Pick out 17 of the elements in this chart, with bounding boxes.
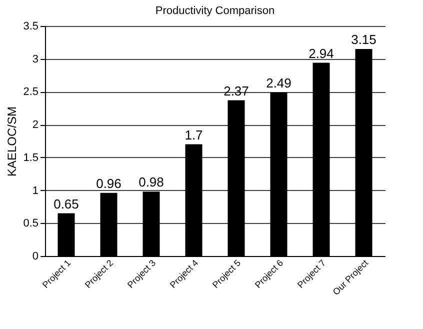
data-label: 0.96: [96, 176, 122, 191]
data-label: 2.94: [308, 46, 334, 61]
y-tick-label: 3: [32, 53, 38, 66]
y-axis-title: KAELOC/SM: [5, 106, 20, 177]
y-tick-label: 2.5: [23, 86, 38, 98]
data-label: 2.49: [266, 75, 292, 90]
data-label: 3.15: [351, 32, 376, 47]
y-tick-label: 0: [32, 250, 38, 262]
data-label: 1.7: [184, 127, 203, 142]
y-tick-label: 3.5: [23, 20, 38, 32]
y-tick-label: 2: [32, 119, 38, 132]
y-tick-label: 0.5: [23, 218, 38, 230]
chart-title: Productivity Comparison: [155, 5, 275, 17]
y-tick-label: 1.5: [23, 152, 38, 164]
data-label: 0.98: [138, 174, 164, 190]
y-tick-label: 1: [32, 184, 38, 197]
data-label: 0.65: [54, 196, 79, 212]
